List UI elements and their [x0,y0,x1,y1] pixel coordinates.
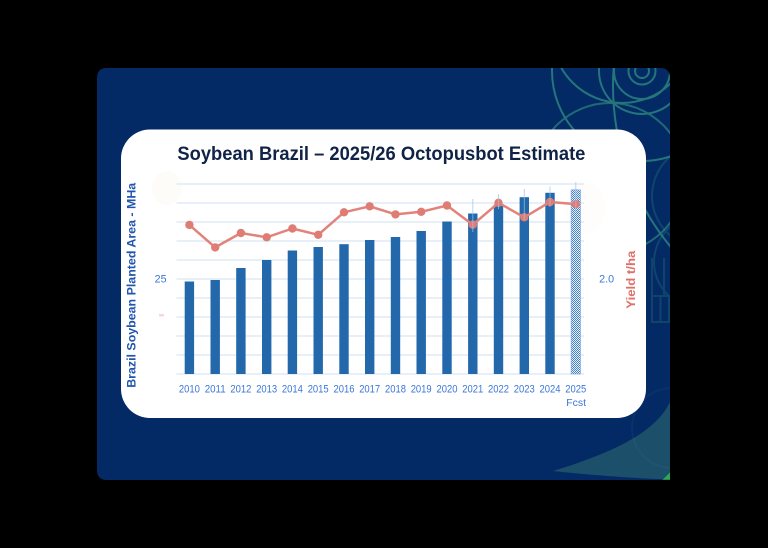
svg-text:2019: 2019 [411,383,432,395]
svg-text:Brazil Soybean Planted Area -: Brazil Soybean Planted Area - MHa [126,182,138,388]
svg-text:25: 25 [155,273,167,285]
svg-text:2011: 2011 [205,383,226,395]
svg-text:2014: 2014 [282,383,303,395]
svg-text:2025: 2025 [565,383,586,395]
svg-text:Fcst: Fcst [566,397,586,409]
svg-text:2024: 2024 [540,383,561,395]
svg-text:2022: 2022 [488,383,509,395]
svg-text:2017: 2017 [359,383,380,395]
svg-text:2010: 2010 [179,383,200,395]
svg-text:2016: 2016 [334,383,355,395]
svg-text:2013: 2013 [256,383,277,395]
svg-text:2.0: 2.0 [599,273,614,285]
svg-text:2021: 2021 [462,383,483,395]
svg-text:2015: 2015 [308,383,329,395]
svg-text:2018: 2018 [385,383,406,395]
svg-text:Yield t/ha: Yield t/ha [626,250,638,309]
svg-text:2023: 2023 [514,383,535,395]
svg-text:2020: 2020 [437,383,458,395]
svg-text:Soybean Brazil – 2025/26 Octop: Soybean Brazil – 2025/26 Octopusbot Esti… [177,144,585,165]
svg-text:2012: 2012 [230,383,251,395]
